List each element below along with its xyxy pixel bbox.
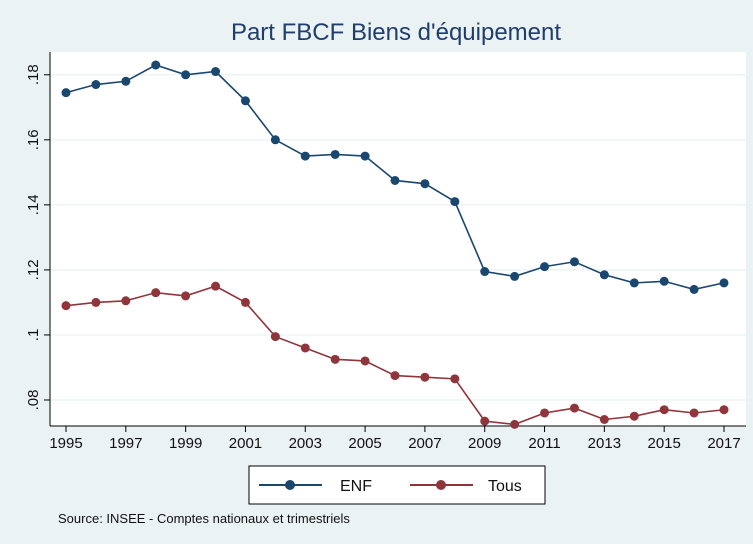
data-point-enf bbox=[151, 60, 161, 70]
x-tick-label: 1997 bbox=[109, 435, 142, 452]
data-point-tous bbox=[599, 414, 609, 424]
data-point-tous bbox=[240, 297, 250, 307]
data-point-tous bbox=[61, 301, 71, 311]
data-point-enf bbox=[659, 276, 669, 286]
data-point-enf bbox=[540, 262, 550, 272]
data-point-enf bbox=[181, 70, 191, 80]
data-point-tous bbox=[211, 281, 221, 291]
data-point-enf bbox=[599, 270, 609, 280]
data-point-enf bbox=[330, 149, 340, 159]
data-point-tous bbox=[270, 332, 280, 342]
data-point-tous bbox=[659, 405, 669, 415]
y-tick-label: .08 bbox=[25, 390, 42, 411]
data-point-tous bbox=[330, 354, 340, 364]
data-point-tous bbox=[540, 408, 550, 418]
data-point-tous bbox=[450, 374, 460, 384]
data-point-enf bbox=[121, 76, 131, 86]
data-point-enf bbox=[300, 151, 310, 161]
x-tick-label: 1999 bbox=[169, 435, 202, 452]
x-tick-label: 2015 bbox=[647, 435, 680, 452]
x-tick-label: 1995 bbox=[49, 435, 82, 452]
data-point-enf bbox=[270, 135, 280, 145]
data-point-enf bbox=[510, 271, 520, 281]
legend-box bbox=[248, 465, 546, 505]
data-point-tous bbox=[390, 371, 400, 381]
data-point-enf bbox=[61, 88, 71, 98]
plot-area bbox=[50, 52, 746, 426]
data-point-enf bbox=[420, 179, 430, 189]
chart-title: Part FBCF Biens d'équipement bbox=[231, 19, 561, 46]
x-tick-label: 2005 bbox=[348, 435, 381, 452]
legend-label-tous: Tous bbox=[488, 478, 522, 495]
data-point-tous bbox=[569, 403, 579, 413]
x-tick-label: 2009 bbox=[468, 435, 501, 452]
gridlines bbox=[50, 74, 746, 401]
x-tick-label: 2011 bbox=[528, 435, 560, 452]
data-point-tous bbox=[151, 288, 161, 298]
y-tick-label: .18 bbox=[25, 64, 42, 85]
data-point-tous bbox=[91, 297, 101, 307]
data-point-enf bbox=[390, 175, 400, 185]
series-layer bbox=[61, 60, 729, 429]
y-tick-label: .1 bbox=[25, 329, 42, 342]
data-point-enf bbox=[360, 151, 370, 161]
data-point-tous bbox=[300, 343, 310, 353]
y-tick-label: .14 bbox=[25, 194, 42, 215]
data-point-tous bbox=[719, 405, 729, 415]
data-point-tous bbox=[420, 372, 430, 382]
data-point-tous bbox=[181, 291, 191, 301]
axes: .08 .1 .12 .14 .16 .18 1995 1997 1999 2001 2003 200… bbox=[25, 52, 746, 452]
x-tick-label: 2013 bbox=[588, 435, 621, 452]
data-point-tous bbox=[510, 419, 520, 429]
x-tick-label: 2007 bbox=[408, 435, 441, 452]
data-point-enf bbox=[91, 80, 101, 90]
x-tick-label: 2017 bbox=[707, 435, 740, 452]
x-tick-label: 2001 bbox=[229, 435, 262, 452]
data-point-tous bbox=[629, 411, 639, 421]
legend-marker-enf bbox=[285, 480, 295, 490]
data-point-tous bbox=[689, 408, 699, 418]
x-tick-label: 2003 bbox=[289, 435, 322, 452]
data-point-enf bbox=[569, 257, 579, 267]
data-point-enf bbox=[211, 67, 221, 77]
y-tick-label: .16 bbox=[25, 129, 42, 150]
data-point-enf bbox=[719, 278, 729, 288]
legend: ENF Tous bbox=[248, 465, 546, 505]
data-point-enf bbox=[629, 278, 639, 288]
source-note: Source: INSEE - Comptes nationaux et tri… bbox=[58, 511, 350, 526]
data-point-tous bbox=[480, 416, 490, 426]
y-tick-label: .12 bbox=[25, 259, 42, 280]
legend-marker-tous bbox=[436, 480, 446, 490]
data-point-enf bbox=[240, 96, 250, 106]
data-point-tous bbox=[360, 356, 370, 366]
data-point-enf bbox=[480, 267, 490, 277]
data-point-enf bbox=[689, 284, 699, 294]
legend-label-enf: ENF bbox=[340, 478, 372, 495]
data-point-tous bbox=[121, 296, 131, 306]
data-point-enf bbox=[450, 197, 460, 207]
